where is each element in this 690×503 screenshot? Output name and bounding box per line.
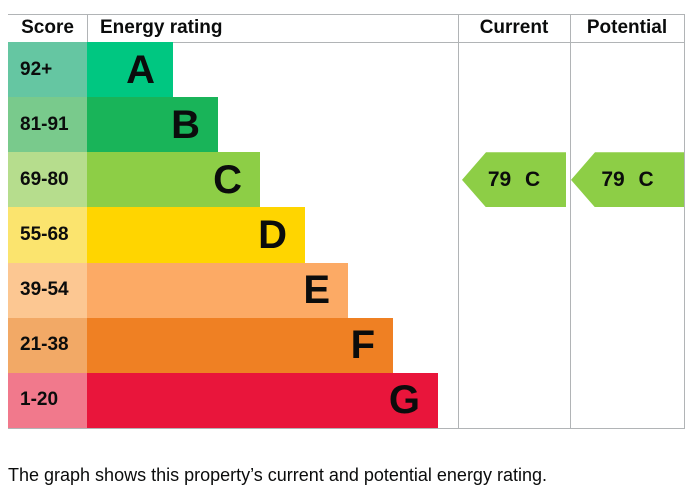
- chart-top-border: [8, 14, 685, 15]
- band-row-d: 55-68 D: [8, 207, 684, 263]
- score-range-a: 92+: [8, 42, 87, 98]
- score-range-g: 1-20: [8, 372, 87, 428]
- current-rating-label: 79 C: [487, 167, 541, 191]
- current-column-divider: [458, 14, 459, 429]
- current-rating-arrow: 79 C: [462, 152, 566, 208]
- band-bar-g: G: [87, 372, 438, 428]
- band-row-g: 1-20 G: [8, 372, 684, 428]
- score-range-c: 69-80: [8, 152, 87, 208]
- band-letter-b: B: [171, 102, 200, 147]
- column-header-score: Score: [21, 17, 74, 38]
- band-letter-d: D: [258, 212, 287, 257]
- chart-bottom-border: [8, 428, 685, 429]
- score-range-f: 21-38: [8, 317, 87, 373]
- chart-caption: The graph shows this property’s current …: [8, 465, 547, 485]
- band-bar-d: D: [87, 207, 305, 263]
- band-letter-g: G: [388, 378, 420, 423]
- column-header-energy-rating: Energy rating: [100, 17, 223, 38]
- potential-column-divider: [570, 14, 571, 429]
- score-column-divider: [87, 14, 88, 42]
- band-bar-e: E: [87, 262, 348, 318]
- band-rows: 92+ A 81-91 B 69-80 C 55-68 D 39-54 E 21-38 F 1-20 G: [8, 42, 684, 428]
- band-row-a: 92+ A: [8, 42, 684, 98]
- column-header-current: Current: [479, 17, 549, 38]
- chart-right-border: [684, 14, 685, 429]
- header-bottom-border: [8, 42, 685, 43]
- band-bar-a: A: [87, 42, 173, 98]
- score-range-b: 81-91: [8, 97, 87, 153]
- potential-rating-arrow: 79 C: [571, 152, 684, 208]
- potential-rating-label: 79 C: [601, 167, 654, 191]
- band-row-f: 21-38 F: [8, 317, 684, 373]
- band-letter-c: C: [213, 157, 242, 202]
- band-bar-c: C: [87, 152, 260, 208]
- band-row-e: 39-54 E: [8, 262, 684, 318]
- column-header-potential: Potential: [586, 17, 668, 38]
- score-range-d: 55-68: [8, 207, 87, 263]
- band-letter-f: F: [350, 323, 375, 368]
- band-row-c: 69-80 C: [8, 152, 684, 208]
- band-letter-a: A: [126, 47, 155, 92]
- band-bar-f: F: [87, 317, 393, 373]
- band-letter-e: E: [303, 268, 330, 313]
- score-range-e: 39-54: [8, 262, 87, 318]
- band-bar-b: B: [87, 97, 218, 153]
- band-row-b: 81-91 B: [8, 97, 684, 153]
